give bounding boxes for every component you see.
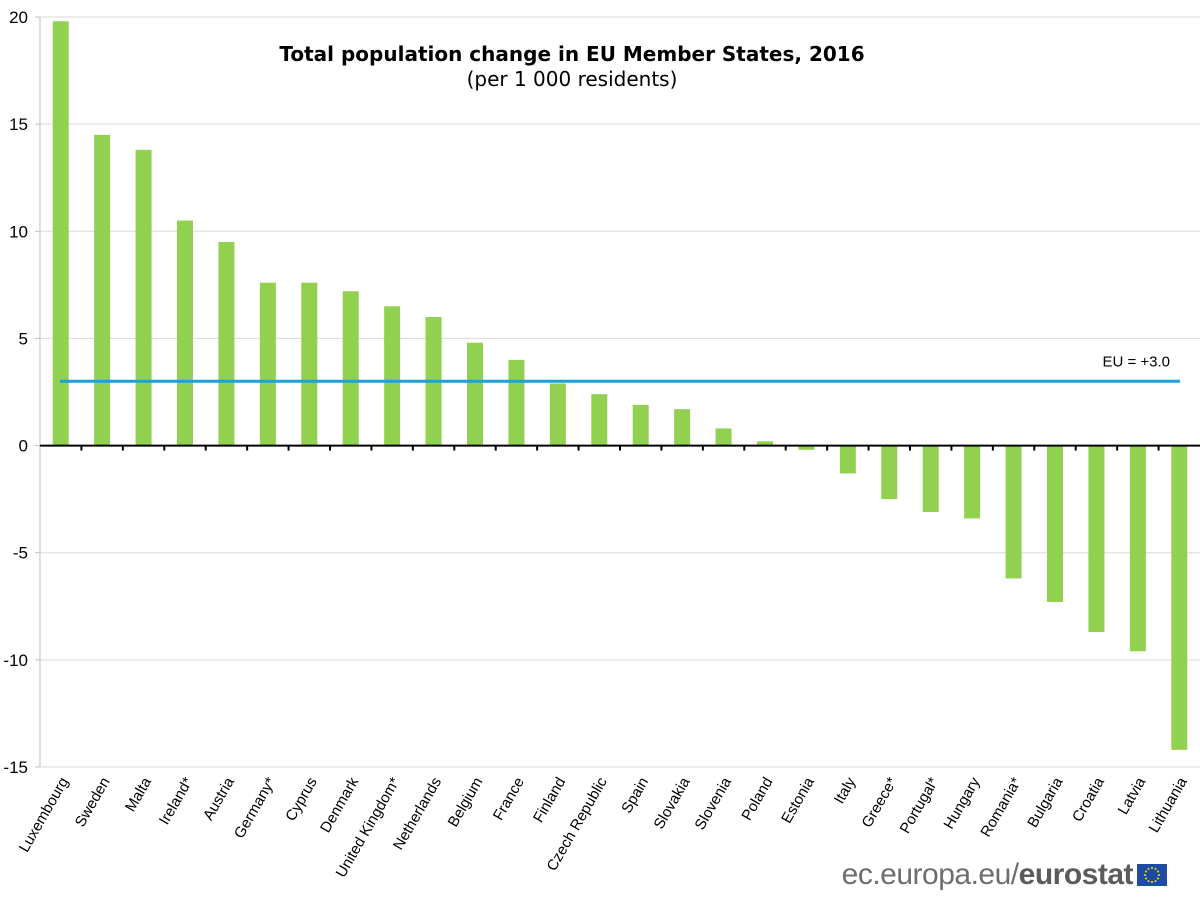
x-category-label: Italy <box>831 774 860 807</box>
bar <box>177 220 193 446</box>
y-tick-label: 5 <box>19 329 28 348</box>
x-category-label: Malta <box>122 774 155 815</box>
bar <box>301 282 318 446</box>
bar <box>384 306 401 446</box>
bar <box>549 383 566 446</box>
y-tick-label: 20 <box>9 8 28 27</box>
x-category-label: Poland <box>738 775 776 824</box>
x-category-label: Portugal* <box>897 774 943 836</box>
x-axis-ticks <box>80 445 1160 451</box>
x-category-label: Finland <box>530 775 569 826</box>
bar <box>922 445 939 512</box>
bar <box>757 441 773 446</box>
y-tick-label: -15 <box>3 758 28 777</box>
bars <box>52 21 1188 750</box>
x-category-label: France <box>490 775 528 824</box>
eu-average-label: EU = +3.0 <box>1102 353 1170 370</box>
x-category-label: Germany* <box>231 774 280 841</box>
x-category-label: Spain <box>618 775 652 817</box>
bar <box>259 282 276 446</box>
x-category-label: Slovenia <box>692 774 736 833</box>
chart-title: Total population change in EU Member Sta… <box>279 42 864 66</box>
footer-brand: eurostat <box>1018 858 1134 891</box>
x-category-label: Latvia <box>1115 774 1150 818</box>
eurostat-url: ec.europa.eu/eurostat <box>841 858 1134 892</box>
bar <box>715 428 732 446</box>
y-tick-label: 0 <box>19 437 28 456</box>
x-category-label: Lithuania <box>1146 774 1191 836</box>
bar <box>881 445 898 500</box>
footer-site: ec.europa.eu/ <box>841 858 1019 891</box>
bar <box>674 409 691 446</box>
x-category-label: Ireland* <box>156 774 197 827</box>
bar <box>964 445 981 519</box>
y-tick-label: -10 <box>3 651 28 670</box>
x-category-label: Bulgaria <box>1024 774 1067 831</box>
bar <box>52 21 69 446</box>
bar <box>508 359 525 446</box>
bar <box>1129 445 1146 652</box>
bar <box>135 149 152 446</box>
y-axis-tick-labels: 20 15 10 5 0 -5 -10 -15 <box>3 8 28 777</box>
bar <box>218 242 235 446</box>
bar <box>591 394 608 446</box>
bar <box>1088 445 1105 632</box>
bar <box>798 445 815 450</box>
x-category-label: Luxembourg <box>16 775 72 856</box>
x-category-label: Croatia <box>1069 774 1108 825</box>
x-category-label: Denmark <box>317 774 362 836</box>
y-tick-label: 10 <box>9 222 28 241</box>
y-tick-label: 15 <box>9 115 28 134</box>
x-category-label: Cyprus <box>282 775 320 825</box>
bar <box>342 291 359 446</box>
bar <box>839 445 856 474</box>
x-category-label: Hungary <box>941 774 984 832</box>
x-category-label: Slovakia <box>651 774 694 832</box>
eurostat-footer: ec.europa.eu/eurostat <box>842 858 1167 892</box>
x-category-label: Sweden <box>72 775 114 830</box>
bar <box>1005 445 1022 579</box>
y-tick-label: -5 <box>13 544 28 563</box>
bar <box>467 342 483 446</box>
chart-subtitle: (per 1 000 residents) <box>467 67 678 91</box>
gridlines <box>35 16 1200 768</box>
eu-flag-icon <box>1137 864 1167 886</box>
bar <box>1171 445 1188 750</box>
bar <box>1047 445 1063 602</box>
x-category-label: Austria <box>200 774 238 823</box>
x-category-label: Romania* <box>977 774 1025 840</box>
bar <box>632 404 649 446</box>
x-category-label: Belgium <box>445 775 487 830</box>
x-category-label: Estonia <box>778 774 818 826</box>
bar <box>94 134 111 446</box>
x-category-label: Greece* <box>859 774 901 830</box>
